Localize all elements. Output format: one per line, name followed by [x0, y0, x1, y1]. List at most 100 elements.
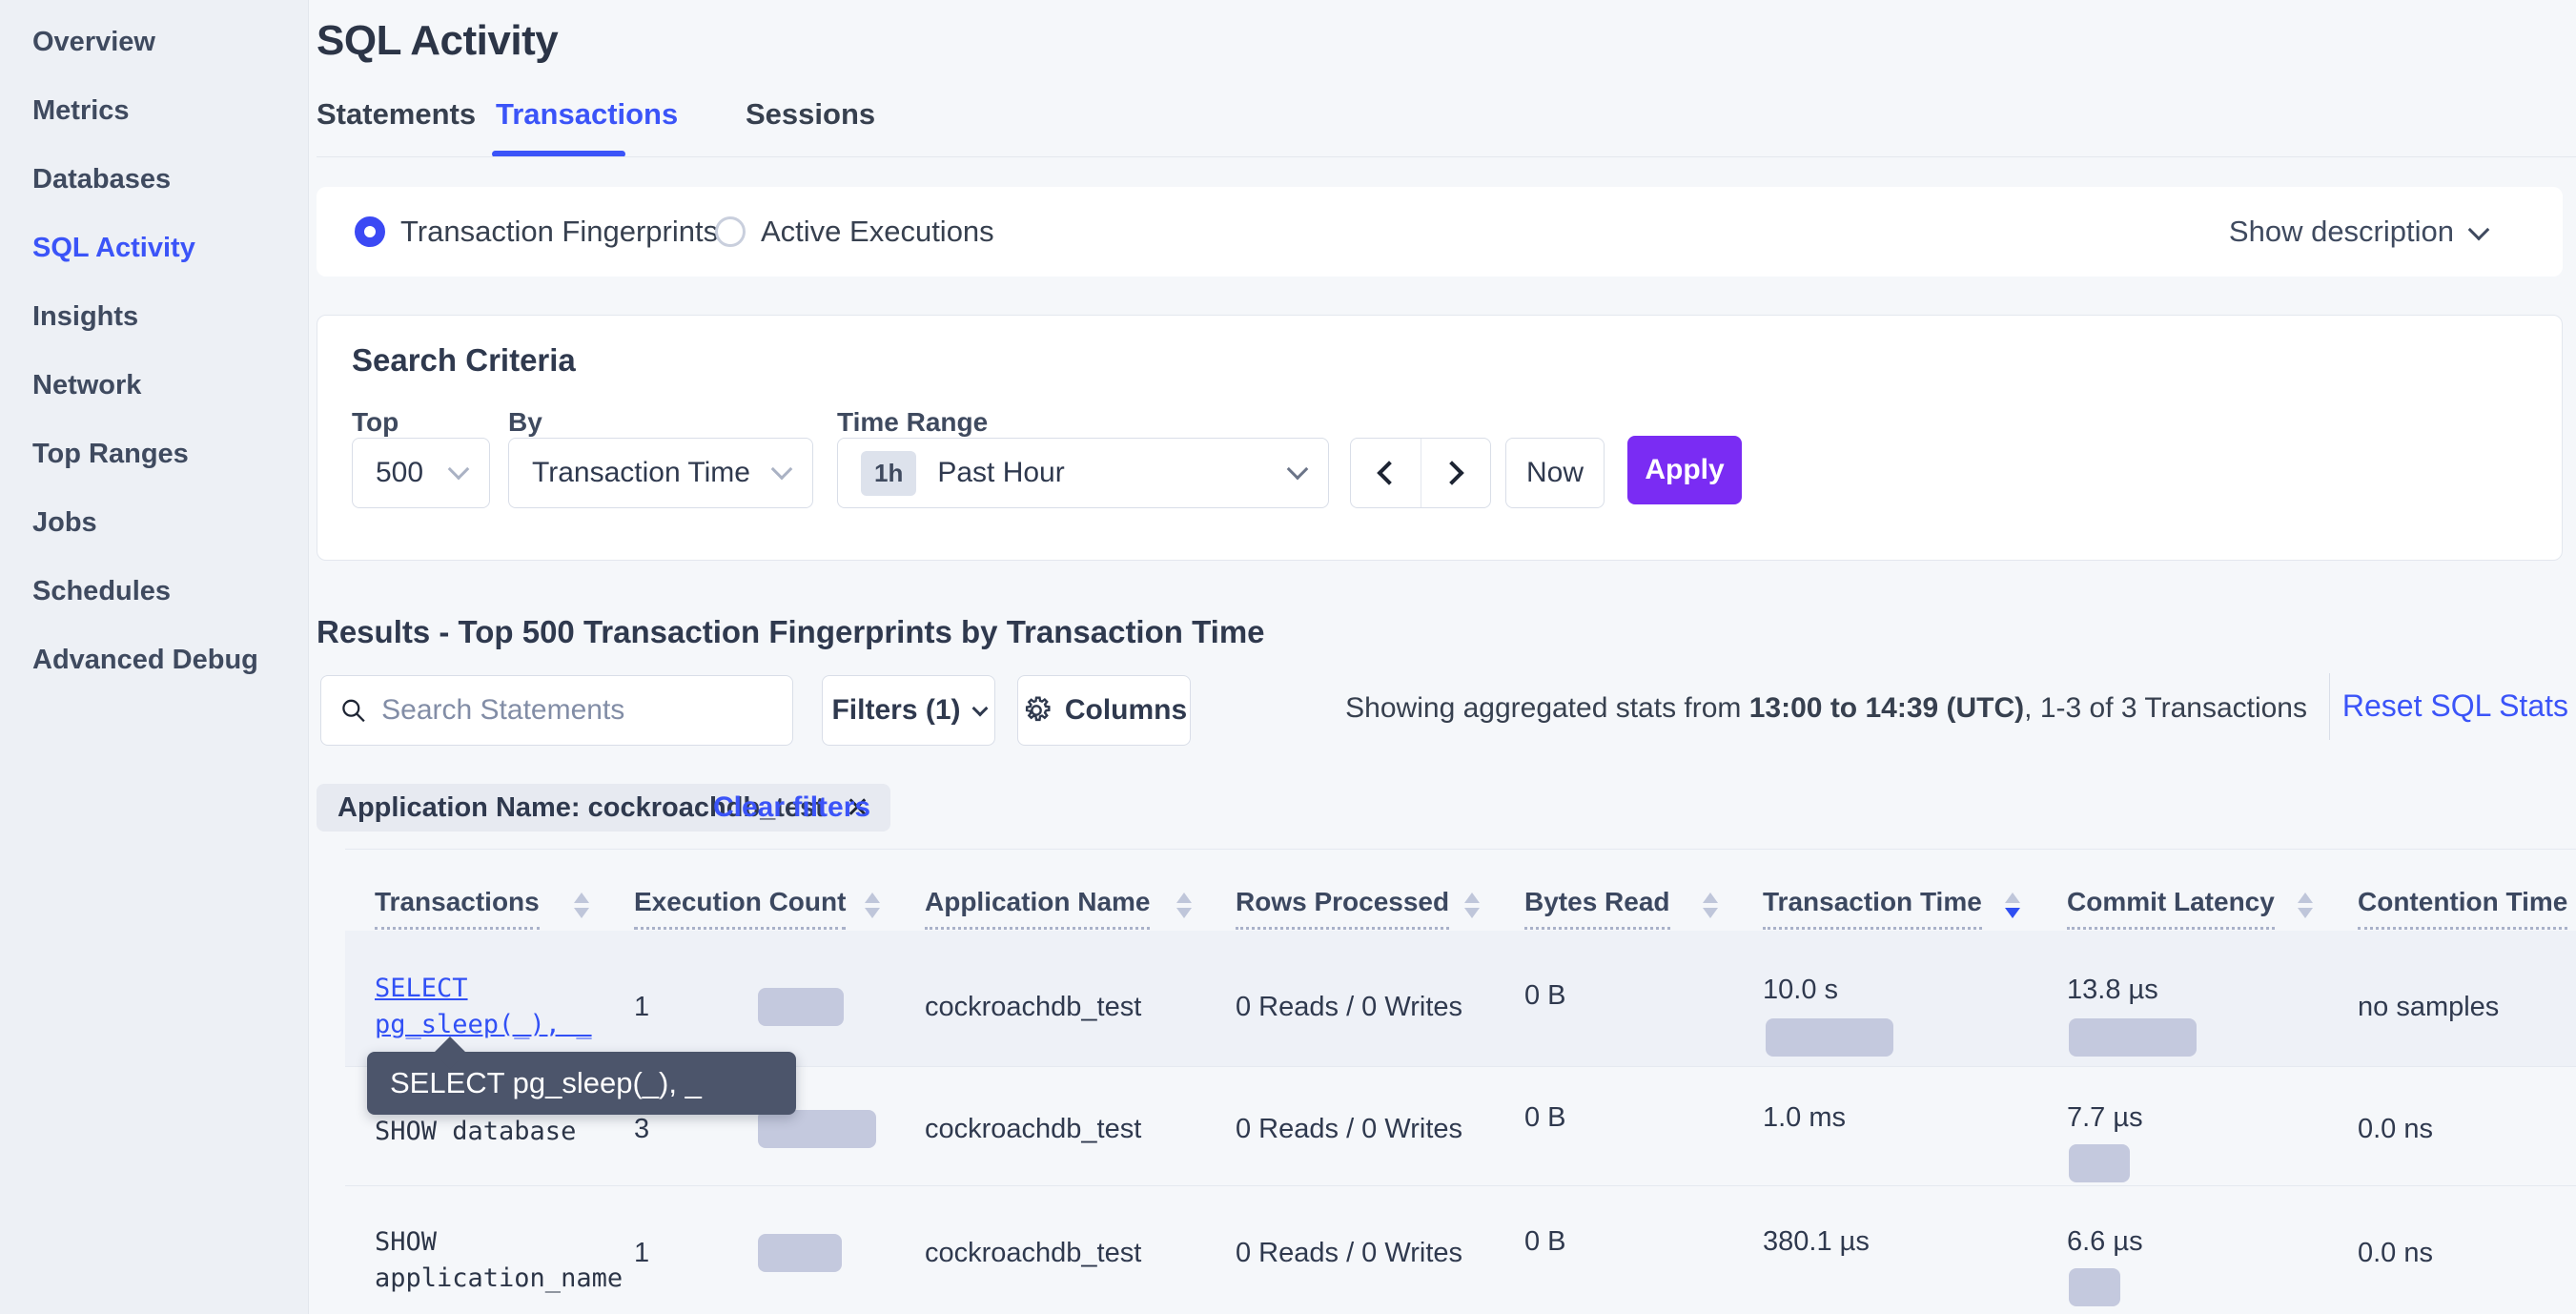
search-criteria-heading: Search Criteria	[352, 342, 576, 378]
active-tab-underline	[492, 151, 625, 157]
filters-button[interactable]: Filters (1)	[822, 675, 995, 746]
view-toggle-bar: Transaction Fingerprints Active Executio…	[317, 187, 2563, 277]
col-header-commit-latency[interactable]: Commit Latency	[2067, 887, 2275, 930]
transaction-time-cell: 1.0 ms	[1763, 1102, 1847, 1133]
sort-icon[interactable]	[2298, 893, 2313, 918]
sidebar: Overview Metrics Databases SQL Activity …	[0, 0, 309, 1314]
columns-button[interactable]: Columns	[1017, 675, 1191, 746]
top-select[interactable]: 500	[352, 438, 490, 508]
radio-label: Transaction Fingerprints	[400, 215, 719, 248]
chevron-down-icon	[770, 458, 793, 481]
execution-count-bar	[758, 1110, 876, 1148]
tab-statements[interactable]: Statements	[317, 97, 477, 131]
col-header-transaction-time[interactable]: Transaction Time	[1763, 887, 1982, 930]
remove-filter-icon[interactable]: ✕	[845, 791, 869, 824]
sort-icon[interactable]	[1703, 893, 1718, 918]
by-select[interactable]: Transaction Time	[508, 438, 813, 508]
results-heading: Results - Top 500 Transaction Fingerprin…	[317, 614, 1265, 649]
time-range-value: Past Hour	[937, 457, 1065, 488]
commit-latency-bar	[2069, 1268, 2120, 1306]
radio-active-executions[interactable]: Active Executions	[715, 187, 994, 277]
chevron-down-icon	[447, 458, 470, 481]
radio-unselected-icon	[715, 216, 746, 247]
sort-icon[interactable]	[574, 893, 589, 918]
application-name-cell: cockroachdb_test	[925, 992, 1142, 1022]
col-header-transactions[interactable]: Transactions	[375, 887, 540, 930]
transaction-fingerprint-link[interactable]: SHOW application_name	[375, 1224, 623, 1297]
table-row[interactable]	[345, 931, 2576, 1066]
tab-transactions[interactable]: Transactions	[496, 97, 679, 131]
sort-icon[interactable]	[1464, 893, 1480, 918]
by-select-value: Transaction Time	[532, 457, 750, 488]
contention-time-cell: no samples	[2358, 992, 2500, 1022]
transaction-time-bar	[1766, 1018, 1893, 1057]
summary-prefix: Showing aggregated stats from	[1345, 692, 1749, 724]
application-name-cell: cockroachdb_test	[925, 1238, 1142, 1268]
chevron-down-icon	[1286, 458, 1309, 481]
sidebar-item-metrics[interactable]: Metrics	[32, 95, 130, 126]
application-name-cell: cockroachdb_test	[925, 1114, 1142, 1144]
col-header-rows-processed[interactable]: Rows Processed	[1236, 887, 1450, 930]
tabs-divider	[317, 156, 2576, 157]
tooltip-text: SELECT pg_sleep(_), _	[390, 1066, 702, 1099]
bytes-read-cell: 0 B	[1524, 980, 1566, 1011]
search-statements-input[interactable]	[381, 694, 773, 727]
sidebar-item-overview[interactable]: Overview	[32, 27, 155, 57]
col-header-bytes-read[interactable]: Bytes Read	[1524, 887, 1670, 930]
time-range-pager	[1350, 438, 1491, 508]
contention-time-cell: 0.0 ns	[2358, 1238, 2433, 1268]
execution-count-cell: 1	[634, 1238, 650, 1268]
sort-icon[interactable]	[1176, 893, 1192, 918]
reset-sql-stats-link[interactable]: Reset SQL Stats	[2341, 688, 2568, 723]
show-description-label: Show description	[2228, 215, 2454, 248]
search-criteria-card: Search Criteria Top By Time Range 500 Tr…	[317, 315, 2563, 561]
radio-label: Active Executions	[761, 215, 994, 248]
clear-filters-link[interactable]: Clear filters	[713, 791, 871, 823]
search-statements-box	[320, 675, 793, 746]
now-button[interactable]: Now	[1505, 438, 1605, 508]
time-range-prev-button[interactable]	[1351, 439, 1421, 507]
col-header-execution-count[interactable]: Execution Count	[634, 887, 847, 930]
filter-chip-label: Application Name: cockroachdb_test	[337, 791, 825, 823]
commit-latency-bar	[2069, 1144, 2130, 1182]
stats-summary: Showing aggregated stats from 13:00 to 1…	[1345, 692, 2307, 725]
transaction-fingerprint-link[interactable]: SHOW database	[375, 1117, 577, 1146]
time-range-next-button[interactable]	[1420, 439, 1491, 507]
sidebar-item-sql-activity[interactable]: SQL Activity	[32, 233, 195, 263]
col-header-application-name[interactable]: Application Name	[925, 887, 1151, 930]
sidebar-item-advanced-debug[interactable]: Advanced Debug	[32, 645, 258, 675]
rows-processed-cell: 0 Reads / 0 Writes	[1236, 1114, 1463, 1144]
commit-latency-cell: 7.7 µs	[2067, 1102, 2143, 1133]
summary-time-range: 13:00 to 14:39 (UTC)	[1748, 692, 2025, 724]
tab-sessions[interactable]: Sessions	[746, 97, 876, 131]
sidebar-item-databases[interactable]: Databases	[32, 164, 172, 195]
sidebar-item-network[interactable]: Network	[32, 370, 142, 400]
execution-count-bar	[758, 988, 844, 1026]
commit-latency-cell: 6.6 µs	[2067, 1226, 2143, 1257]
transaction-text-line1: SHOW	[375, 1227, 438, 1257]
sidebar-item-top-ranges[interactable]: Top Ranges	[32, 439, 189, 469]
sidebar-item-schedules[interactable]: Schedules	[32, 576, 172, 606]
bytes-read-cell: 0 B	[1524, 1102, 1566, 1133]
sidebar-item-insights[interactable]: Insights	[32, 301, 139, 332]
transaction-fingerprint-link[interactable]: SELECT pg_sleep(_), _	[375, 971, 592, 1043]
row-divider	[345, 1066, 2576, 1067]
time-range-select[interactable]: 1h Past Hour	[837, 438, 1329, 508]
apply-button[interactable]: Apply	[1627, 436, 1742, 504]
sort-icon[interactable]	[865, 893, 880, 918]
filters-button-label: Filters (1)	[831, 694, 961, 726]
transaction-text-line2: application_name	[375, 1263, 624, 1293]
radio-transaction-fingerprints[interactable]: Transaction Fingerprints	[355, 187, 718, 277]
sort-icon-active-desc[interactable]	[2005, 893, 2020, 918]
sidebar-item-jobs[interactable]: Jobs	[32, 507, 97, 538]
show-description-toggle[interactable]: Show description	[2228, 187, 2490, 277]
columns-button-label: Columns	[1064, 694, 1188, 726]
chevron-down-icon	[971, 700, 989, 717]
col-header-contention-time[interactable]: Contention Time	[2358, 887, 2568, 930]
contention-time-cell: 0.0 ns	[2358, 1114, 2433, 1144]
top-select-value: 500	[376, 457, 424, 488]
row-divider	[345, 1185, 2576, 1186]
transaction-text-line2: pg_sleep(_), _	[375, 1010, 592, 1039]
execution-count-cell: 1	[634, 992, 650, 1022]
